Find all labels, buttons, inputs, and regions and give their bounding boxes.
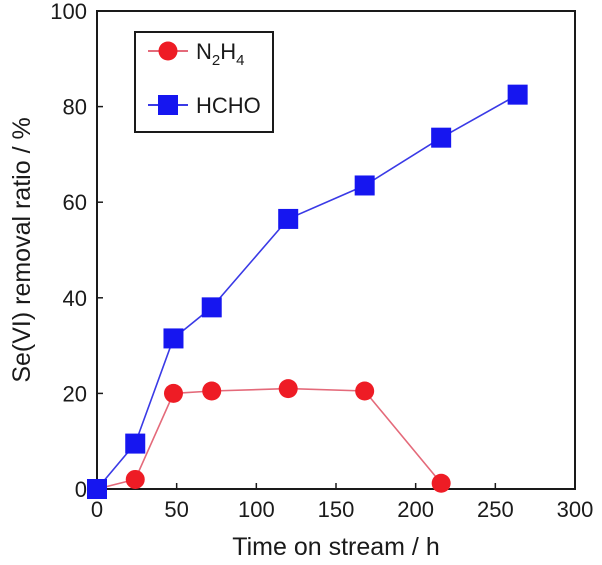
y-tick-label: 60: [63, 190, 87, 215]
data-point-hcho: [163, 328, 184, 349]
series-line-n2h4: [96, 387, 442, 490]
x-axis: 0 50 100 150 200 250 300: [91, 483, 593, 522]
x-tick-label: 200: [397, 497, 434, 522]
data-point-hcho: [278, 208, 299, 229]
legend-box: [134, 31, 274, 133]
legend-marker-n2h4: [158, 41, 178, 61]
y-tick-label: 40: [63, 286, 87, 311]
x-tick-label: 250: [477, 497, 514, 522]
series-layer: [87, 84, 528, 499]
data-point-hcho: [125, 433, 146, 454]
x-tick-label: 150: [318, 497, 355, 522]
legend-marker-hcho: [158, 95, 178, 115]
x-tick-label: 300: [557, 497, 594, 522]
y-tick-label: 80: [63, 95, 87, 120]
x-axis-title: Time on stream / h: [232, 533, 439, 561]
y-tick-label: 20: [63, 381, 87, 406]
data-point-n2h4: [202, 381, 222, 401]
data-point-n2h4: [125, 469, 145, 489]
legend-label-hcho: HCHO: [196, 93, 261, 118]
legend: N2H4 HCHO: [134, 31, 274, 133]
x-tick-label: 0: [91, 497, 103, 522]
data-point-n2h4: [278, 379, 298, 399]
data-point-n2h4: [355, 381, 375, 401]
data-point-n2h4: [163, 383, 183, 403]
y-axis-title: Se(VI) removal ratio / %: [8, 117, 36, 382]
legend-label-n2h4: N2H4: [196, 39, 244, 69]
data-point-hcho: [201, 297, 222, 318]
series-line-hcho: [96, 94, 518, 490]
y-tick-label: 0: [75, 477, 87, 502]
data-point-hcho: [507, 84, 528, 105]
y-tick-label: 100: [50, 0, 87, 24]
data-point-n2h4: [431, 473, 451, 493]
x-tick-label: 100: [238, 497, 275, 522]
data-point-hcho: [354, 175, 375, 196]
y-axis: 0 20 40 60 80 100: [50, 0, 103, 502]
data-point-hcho: [431, 127, 452, 148]
x-tick-label: 50: [164, 497, 188, 522]
data-point-hcho: [87, 479, 107, 499]
